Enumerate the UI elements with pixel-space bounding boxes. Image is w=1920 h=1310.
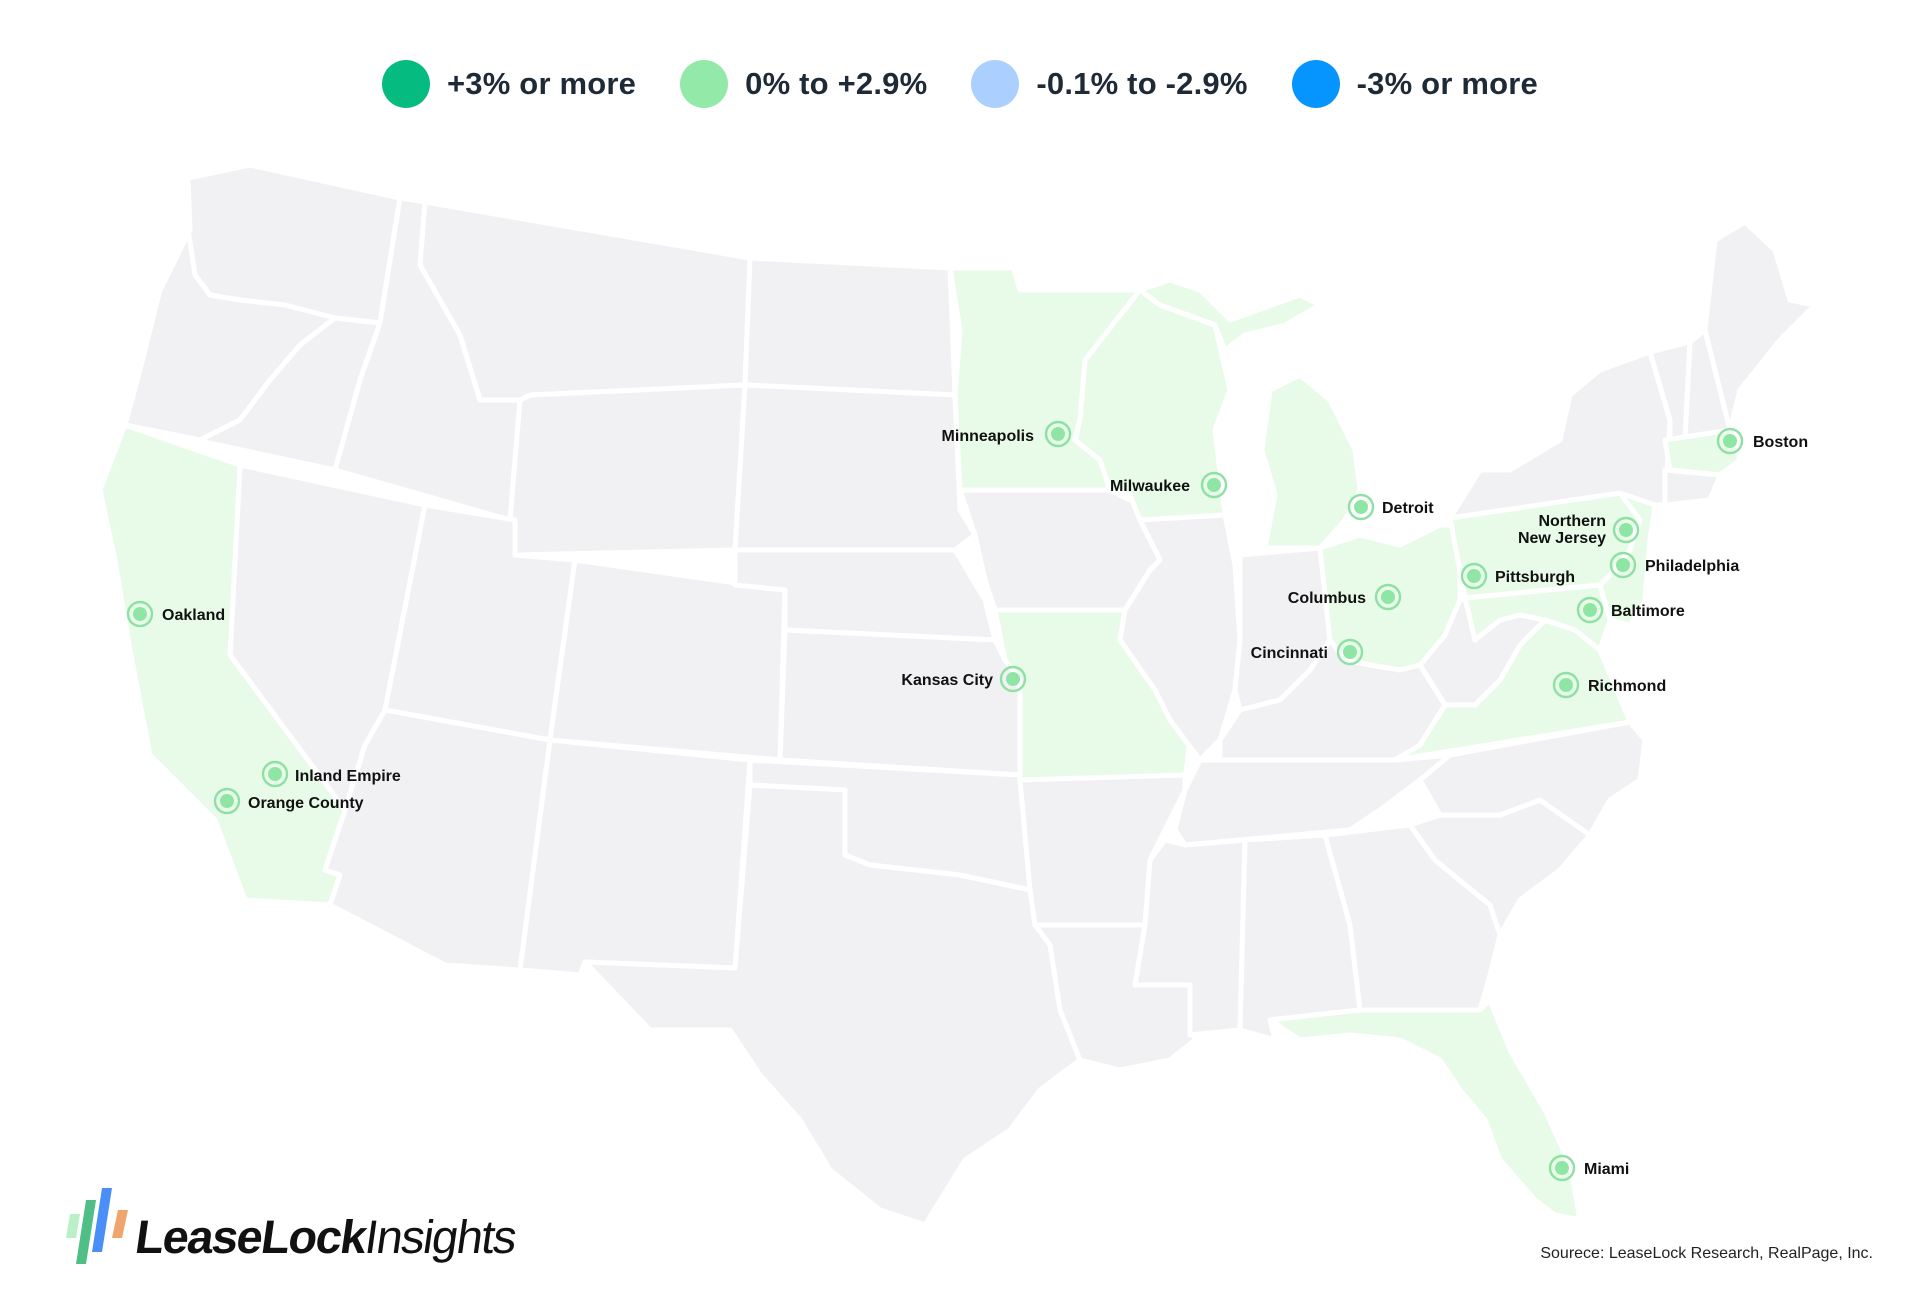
city-ring bbox=[1200, 471, 1228, 499]
city-label: Milwaukee bbox=[1110, 478, 1190, 495]
city-label: Inland Empire bbox=[295, 768, 401, 785]
city-dot bbox=[1343, 645, 1357, 659]
city-label: Philadelphia bbox=[1645, 558, 1739, 575]
logo-brand: LeaseLock bbox=[132, 1210, 370, 1263]
city-label: Detroit bbox=[1382, 500, 1434, 517]
city-dot bbox=[1723, 434, 1737, 448]
city-dot bbox=[1051, 427, 1065, 441]
state-michigan-up bbox=[1137, 277, 1323, 353]
city-ring bbox=[1460, 562, 1488, 590]
legend-label: 0% to +2.9% bbox=[745, 66, 928, 101]
city-marker: Orange County bbox=[213, 787, 364, 815]
legend-label: -3% or more bbox=[1356, 66, 1538, 101]
city-marker: Boston bbox=[1716, 427, 1808, 455]
city-ring bbox=[1374, 583, 1402, 611]
state-california bbox=[97, 422, 348, 908]
state-florida bbox=[1267, 997, 1583, 1223]
city-dot bbox=[1555, 1161, 1569, 1175]
legend-swatch bbox=[1291, 60, 1340, 108]
leaselock-insights-logo: LeaseLockInsights bbox=[64, 1186, 519, 1270]
city-dot bbox=[1616, 558, 1630, 572]
city-ring bbox=[1336, 638, 1364, 666]
legend-swatch bbox=[680, 60, 729, 108]
city-ring bbox=[1347, 493, 1375, 521]
legend-label: -0.1% to -2.9% bbox=[1036, 66, 1248, 101]
city-label: New Jersey bbox=[1518, 530, 1606, 547]
city-label: Minneapolis bbox=[942, 428, 1035, 445]
city-dot bbox=[1467, 569, 1481, 583]
city-label: Columbus bbox=[1288, 590, 1366, 607]
city-dot bbox=[1006, 672, 1020, 686]
city-ring bbox=[1716, 427, 1744, 455]
city-marker: Inland Empire bbox=[261, 760, 401, 788]
city-label: Miami bbox=[1584, 1161, 1629, 1178]
city-marker: Cincinnati bbox=[1251, 638, 1364, 666]
state-michigan bbox=[1259, 372, 1363, 551]
legend-item: -0.1% to -2.9% bbox=[971, 60, 1247, 108]
city-ring bbox=[1609, 551, 1637, 579]
state-texas bbox=[582, 782, 1083, 1228]
city-label: Orange County bbox=[248, 795, 364, 812]
legend: +3% or more 0% to +2.9% -0.1% to -2.9% -… bbox=[0, 60, 1920, 108]
city-marker: Richmond bbox=[1552, 671, 1666, 699]
city-dot bbox=[1583, 603, 1597, 617]
city-label: Northern bbox=[1538, 513, 1606, 530]
state-illinois bbox=[1117, 512, 1243, 763]
city-label: Cincinnati bbox=[1251, 645, 1328, 662]
bar-chart-logo-icon bbox=[66, 1188, 128, 1264]
logo-product: Insights bbox=[361, 1210, 520, 1263]
city-marker: Miami bbox=[1548, 1154, 1629, 1182]
city-marker: Milwaukee bbox=[1110, 471, 1228, 499]
city-marker: Columbus bbox=[1288, 583, 1402, 611]
city-marker: Kansas City bbox=[901, 665, 1027, 693]
source-note: Sourece: LeaseLock Research, RealPage, I… bbox=[1540, 1245, 1873, 1262]
city-marker: Oakland bbox=[126, 600, 225, 628]
city-dot bbox=[1354, 500, 1368, 514]
city-label: Baltimore bbox=[1611, 603, 1685, 620]
city-ring bbox=[213, 787, 241, 815]
city-label: Oakland bbox=[162, 607, 225, 624]
state-new-york bbox=[1447, 349, 1673, 521]
legend-label: +3% or more bbox=[446, 66, 637, 101]
city-marker: Pittsburgh bbox=[1460, 562, 1575, 590]
city-dot bbox=[1207, 478, 1221, 492]
city-dot bbox=[1381, 590, 1395, 604]
state-massachusetts bbox=[1662, 427, 1743, 478]
city-dot bbox=[1559, 678, 1573, 692]
city-ring bbox=[126, 600, 154, 628]
state-north-carolina bbox=[1417, 719, 1648, 838]
city-marker: Detroit bbox=[1347, 493, 1434, 521]
city-dot bbox=[268, 767, 282, 781]
city-ring bbox=[1576, 596, 1604, 624]
state-maine bbox=[1702, 219, 1818, 433]
city-marker: Northern New Jersey bbox=[1518, 513, 1640, 547]
legend-swatch bbox=[971, 60, 1020, 108]
city-dot bbox=[1619, 523, 1633, 537]
city-ring bbox=[999, 665, 1027, 693]
city-ring bbox=[1552, 671, 1580, 699]
legend-item: 0% to +2.9% bbox=[680, 60, 927, 108]
logo-text: LeaseLockInsights bbox=[132, 1209, 519, 1264]
city-marker: Baltimore bbox=[1576, 596, 1685, 624]
legend-item: -3% or more bbox=[1291, 60, 1538, 108]
state-connecticut bbox=[1662, 467, 1723, 508]
city-label: Kansas City bbox=[901, 672, 993, 689]
city-dot bbox=[220, 794, 234, 808]
city-dot bbox=[133, 607, 147, 621]
legend-item: +3% or more bbox=[381, 60, 637, 108]
city-marker: Minneapolis bbox=[942, 420, 1072, 448]
city-label: Pittsburgh bbox=[1495, 569, 1575, 586]
city-ring bbox=[1612, 516, 1640, 544]
city-ring bbox=[1548, 1154, 1576, 1182]
city-ring bbox=[261, 760, 289, 788]
legend-swatch bbox=[381, 60, 430, 108]
city-marker: Philadelphia bbox=[1609, 551, 1739, 579]
city-ring bbox=[1044, 420, 1072, 448]
city-label: Richmond bbox=[1588, 678, 1666, 695]
city-label: Boston bbox=[1753, 434, 1808, 451]
